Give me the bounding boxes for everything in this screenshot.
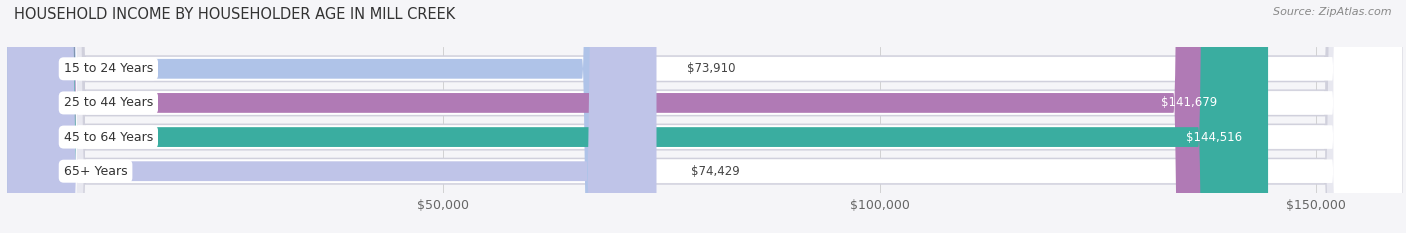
Text: 65+ Years: 65+ Years (63, 165, 128, 178)
FancyBboxPatch shape (7, 0, 1403, 233)
FancyBboxPatch shape (8, 0, 1402, 233)
FancyBboxPatch shape (7, 0, 652, 233)
FancyBboxPatch shape (7, 0, 1403, 233)
FancyBboxPatch shape (7, 0, 657, 233)
FancyBboxPatch shape (7, 0, 1243, 233)
Text: HOUSEHOLD INCOME BY HOUSEHOLDER AGE IN MILL CREEK: HOUSEHOLD INCOME BY HOUSEHOLDER AGE IN M… (14, 7, 456, 22)
FancyBboxPatch shape (8, 0, 1402, 233)
FancyBboxPatch shape (8, 0, 1402, 233)
Text: 25 to 44 Years: 25 to 44 Years (63, 96, 153, 110)
Text: $141,679: $141,679 (1161, 96, 1218, 110)
FancyBboxPatch shape (7, 0, 1403, 233)
FancyBboxPatch shape (7, 0, 1268, 233)
FancyBboxPatch shape (7, 0, 1403, 233)
Text: 45 to 64 Years: 45 to 64 Years (63, 130, 153, 144)
Text: Source: ZipAtlas.com: Source: ZipAtlas.com (1274, 7, 1392, 17)
Text: 15 to 24 Years: 15 to 24 Years (63, 62, 153, 75)
Text: $73,910: $73,910 (688, 62, 735, 75)
Text: $74,429: $74,429 (692, 165, 740, 178)
Text: $144,516: $144,516 (1185, 130, 1241, 144)
FancyBboxPatch shape (8, 0, 1402, 233)
